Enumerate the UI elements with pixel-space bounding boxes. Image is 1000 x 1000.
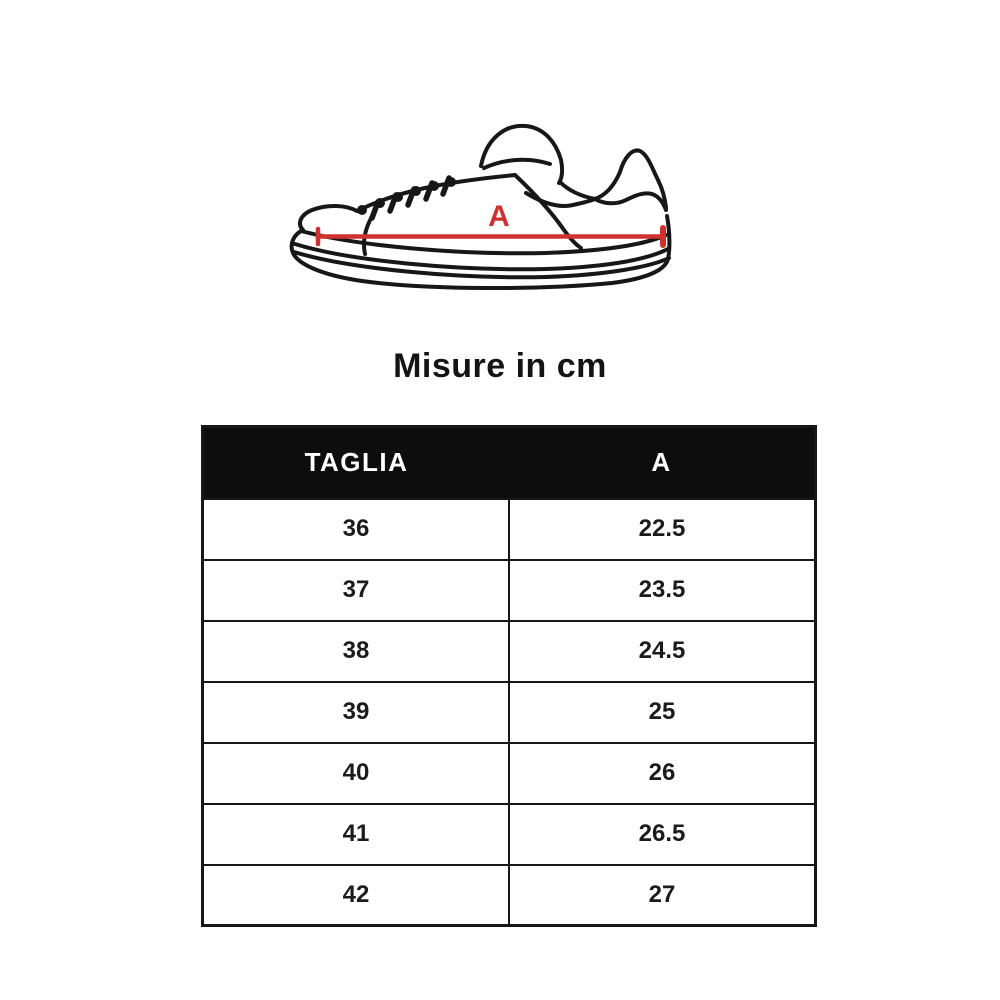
eyestay-line [355, 173, 517, 213]
size-table: TAGLIA A 36 22.5 37 23.5 38 24.5 39 25 4… [201, 425, 817, 927]
cell-a: 27 [508, 863, 817, 927]
quarter-front-edge [513, 173, 583, 250]
heel-tab [593, 148, 668, 210]
cell-taglia: 38 [201, 619, 510, 683]
table-row: 39 25 [201, 680, 817, 744]
heel-tab-inner [593, 191, 668, 212]
header-row: TAGLIA A [202, 426, 816, 499]
table-row: 37 23.5 [201, 558, 817, 622]
lace-eyelets [357, 177, 456, 215]
measurement-arrow [315, 225, 666, 248]
cell-taglia: 42 [201, 863, 510, 927]
page-title: Misure in cm [393, 347, 607, 385]
cell-taglia: 40 [201, 741, 510, 805]
cell-taglia: 37 [201, 558, 510, 622]
sneaker-svg: A [289, 123, 672, 291]
table-row: 42 27 [201, 863, 817, 927]
cell-a: 26 [508, 741, 817, 805]
cell-taglia: 36 [201, 497, 510, 561]
col-header-a: A [509, 426, 816, 499]
size-table-header: TAGLIA A [202, 426, 816, 499]
collar-line [558, 180, 597, 201]
toe-cap [298, 204, 359, 232]
size-table-body: 36 22.5 37 23.5 38 24.5 39 25 40 26 41 2… [201, 497, 817, 927]
cell-a: 25 [508, 680, 817, 744]
table-row: 41 26.5 [201, 802, 817, 866]
sneaker-outline [289, 123, 672, 291]
tongue-fold [482, 157, 552, 170]
cell-a: 26.5 [508, 802, 817, 866]
upper-bottom-edge [299, 229, 668, 256]
cell-a: 22.5 [508, 497, 817, 561]
table-row: 38 24.5 [201, 619, 817, 683]
table-row: 36 22.5 [201, 497, 817, 561]
quarter-seam [524, 191, 597, 208]
table-row: 40 26 [201, 741, 817, 805]
col-header-taglia: TAGLIA [202, 426, 509, 499]
cell-a: 23.5 [508, 558, 817, 622]
midsole-seam-1 [293, 242, 670, 272]
cell-a: 24.5 [508, 619, 817, 683]
cell-taglia: 41 [201, 802, 510, 866]
tongue [479, 123, 565, 185]
midsole-seam-2 [292, 250, 671, 280]
sneaker-diagram: A [288, 98, 718, 298]
cell-taglia: 39 [201, 680, 510, 744]
measurement-label: A [488, 200, 510, 233]
